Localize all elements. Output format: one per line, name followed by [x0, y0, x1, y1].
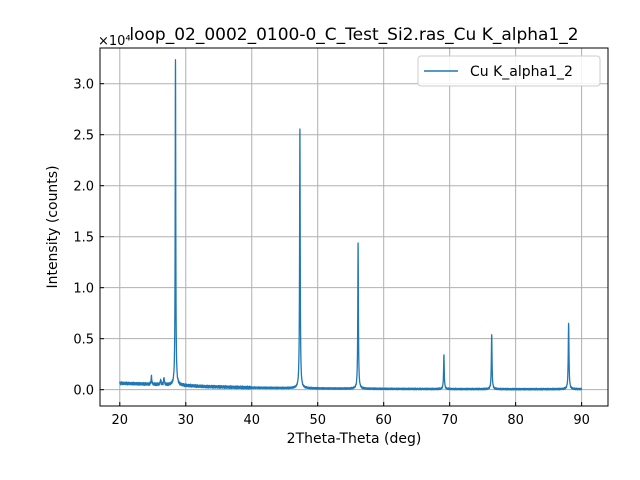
x-tick-label: 20: [112, 413, 129, 428]
y-tick-label: 0.5: [73, 333, 94, 348]
grid: [100, 48, 608, 406]
x-axis-label: 2Theta-Theta (deg): [287, 431, 422, 447]
ticks: 20 30 40 50 60 70 80 90 0.0 0.5 1.0 1.5 2.0 2.5 3.0: [73, 78, 590, 428]
legend-entry: Cu K_alpha1_2: [470, 64, 573, 80]
legend: Cu K_alpha1_2: [417, 55, 601, 87]
series-line: [119, 59, 583, 391]
x-tick-label: 30: [177, 413, 194, 428]
x-tick-label: 60: [375, 413, 392, 428]
x-tick-label: 70: [441, 413, 458, 428]
x-tick-label: 40: [243, 413, 260, 428]
y-tick-label: 2.0: [73, 180, 94, 195]
y-tick-label: 0.0: [73, 384, 94, 399]
y-tick-label: 1.0: [73, 282, 94, 297]
x-tick-label: 80: [507, 413, 524, 428]
y-offset-label: ×10⁴: [98, 34, 131, 49]
chart-title: loop_02_0002_0100-0_C_Test_Si2.ras_Cu K_…: [129, 25, 578, 45]
x-tick-label: 50: [309, 413, 326, 428]
legend-box: [417, 55, 601, 87]
y-tick-label: 2.5: [73, 129, 94, 144]
y-tick-label: 3.0: [73, 78, 94, 93]
x-tick-label: 90: [573, 413, 590, 428]
y-tick-label: 1.5: [73, 231, 94, 246]
y-axis-label: Intensity (counts): [45, 165, 61, 288]
plot-frame: [99, 47, 609, 407]
